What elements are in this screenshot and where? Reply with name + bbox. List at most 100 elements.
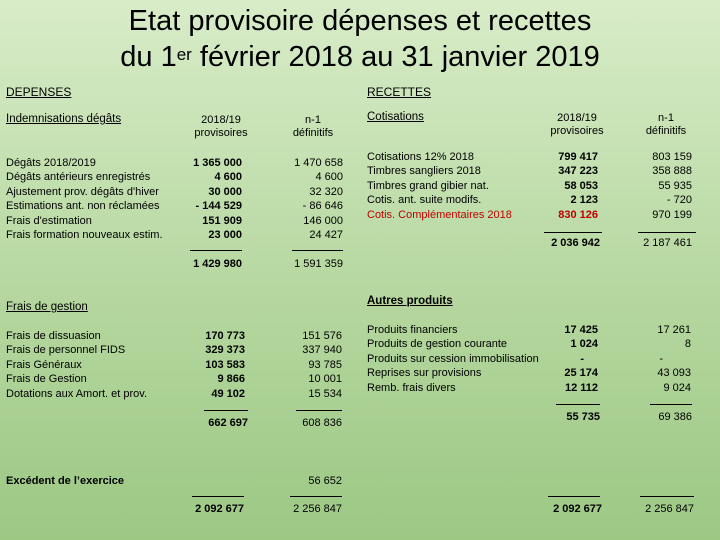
recettes-col1-header-line2: provisoires xyxy=(550,125,604,137)
title-prefix: du 1 xyxy=(120,41,177,73)
subtotal-rule xyxy=(650,404,692,405)
cell-value: 1 470 658 xyxy=(294,157,343,169)
cell-value: 170 773 xyxy=(205,330,245,342)
total-rule xyxy=(548,496,600,497)
depenses-heading: DEPENSES xyxy=(6,85,72,99)
cell-value: 24 427 xyxy=(309,229,343,242)
recettes-col2-header-line1: n-1 xyxy=(658,112,674,124)
list-item: Cotisations 12% 2018 xyxy=(367,151,475,163)
cell-value: 830 126 xyxy=(558,208,598,221)
total-rule xyxy=(192,496,244,497)
subtotal-rule xyxy=(190,250,242,251)
list-item: Estimations ant. non réclamées xyxy=(6,200,160,213)
list-item: Remb. frais divers xyxy=(367,381,456,394)
recettes-grand-total-2: 2 256 847 xyxy=(645,503,694,515)
list-item: Cotis. ant. suite modifs. xyxy=(367,194,482,207)
cell-value: 58 053 xyxy=(564,179,598,192)
autres-produits-heading: Autres produits xyxy=(367,295,453,307)
subtotal-rule xyxy=(556,404,600,405)
autres-labels: Produits financiers Produits de gestion … xyxy=(367,323,539,395)
cell-value: 337 940 xyxy=(302,344,342,357)
depenses-col2-header: n-1 définitifs xyxy=(278,114,348,140)
recettes-col1-header-line1: 2018/19 xyxy=(557,112,597,124)
depenses-col1-header-line1: 2018/19 xyxy=(201,114,241,126)
indemnisations-labels: Dégâts 2018/2019 Dégâts antérieurs enreg… xyxy=(6,156,163,242)
gestion-total-1: 662 697 xyxy=(208,417,248,429)
cell-value: - 86 646 xyxy=(302,200,343,213)
cell-value: 15 534 xyxy=(308,387,342,400)
cell-value: 23 000 xyxy=(208,229,242,242)
cell-value: 32 320 xyxy=(309,185,343,198)
total-rule xyxy=(290,496,342,497)
list-item: Timbres sangliers 2018 xyxy=(367,165,481,178)
list-item: Cotis. Complémentaires 2018 xyxy=(367,208,512,221)
list-item: Ajustement prov. dégâts d'hiver xyxy=(6,185,159,198)
cell-value: 4 600 xyxy=(214,171,242,184)
list-item: Dégâts 2018/2019 xyxy=(6,157,96,169)
page-title-line2: du 1er février 2018 au 31 janvier 2019 xyxy=(0,40,720,74)
cell-value: 10 001 xyxy=(308,373,342,386)
cell-value: 151 576 xyxy=(302,330,342,342)
cell-value: 9 866 xyxy=(217,373,245,386)
cotisations-col2-values: 803 159 358 888 55 935 - 720 970 199 xyxy=(630,150,692,222)
indemnisations-col2-values: 1 470 658 4 600 32 320 - 86 646 146 000 … xyxy=(280,156,343,242)
list-item: Frais de personnel FIDS xyxy=(6,344,126,357)
list-item: Frais de Gestion xyxy=(6,373,87,386)
indemnisations-total-2: 1 591 359 xyxy=(294,258,343,270)
depenses-grand-total-2: 2 256 847 xyxy=(293,503,342,515)
depenses-col2-header-line1: n-1 xyxy=(305,114,321,126)
indemnisations-col1-values: 1 365 000 4 600 30 000 - 144 529 151 909… xyxy=(180,156,242,242)
cell-value: 151 909 xyxy=(202,214,242,227)
recettes-heading: RECETTES xyxy=(367,85,432,99)
cell-value: 43 093 xyxy=(657,367,691,380)
gestion-col1-values: 170 773 329 373 103 583 9 866 49 102 xyxy=(180,329,245,401)
cell-value: 347 223 xyxy=(558,165,598,178)
cell-value: 803 159 xyxy=(652,151,692,163)
list-item: Frais de dissuasion xyxy=(6,330,101,342)
depenses-col1-header-line2: provisoires xyxy=(194,127,248,139)
depenses-col1-header: 2018/19 provisoires xyxy=(180,114,262,140)
recettes-col2-header: n-1 définitifs xyxy=(630,112,702,138)
list-item: Frais d'estimation xyxy=(6,214,92,227)
cell-value: 17 425 xyxy=(564,324,598,336)
subtotal-rule xyxy=(638,232,696,233)
recettes-col1-header: 2018/19 provisoires xyxy=(535,112,619,138)
indemnisations-heading: Indemnisations dégâts xyxy=(6,113,122,125)
list-item: Reprises sur provisions xyxy=(367,367,482,380)
subtotal-rule xyxy=(204,410,248,411)
cotisations-col1-values: 799 417 347 223 58 053 2 123 830 126 xyxy=(540,150,598,222)
cell-value: 799 417 xyxy=(558,151,598,163)
cotisations-labels: Cotisations 12% 2018 Timbres sangliers 2… xyxy=(367,150,512,222)
list-item: Produits sur cession immobilisation xyxy=(367,352,539,365)
depenses-col2-header-line2: définitifs xyxy=(292,127,334,139)
gestion-total-2: 608 836 xyxy=(302,417,342,429)
gestion-labels: Frais de dissuasion Frais de personnel F… xyxy=(6,329,147,401)
recettes-col2-header-line2: définitifs xyxy=(645,125,687,137)
autres-col1-values: 17 425 1 024 - 25 174 12 112 xyxy=(540,323,598,395)
list-item: Produits financiers xyxy=(367,324,458,336)
depenses-grand-total-1: 2 092 677 xyxy=(195,503,244,515)
title-suffix: février 2018 au 31 janvier 2019 xyxy=(191,41,600,73)
cell-value: 49 102 xyxy=(211,387,245,400)
recettes-grand-total-1: 2 092 677 xyxy=(553,503,602,515)
list-item: Frais formation nouveaux estim. xyxy=(6,229,163,242)
subtotal-rule xyxy=(296,410,342,411)
cell-value: 970 199 xyxy=(652,208,692,221)
gestion-col2-values: 151 576 337 940 93 785 10 001 15 534 xyxy=(280,329,342,401)
autres-col2-values: 17 261 8 - 43 093 9 024 xyxy=(630,323,691,395)
list-item: Dotations aux Amort. et prov. xyxy=(6,387,148,400)
cell-value: 12 112 xyxy=(564,381,598,394)
cell-value: - xyxy=(659,352,663,365)
cell-value: 9 024 xyxy=(663,381,691,394)
subtotal-rule xyxy=(544,232,602,233)
page-title-line1: Etat provisoire dépenses et recettes xyxy=(128,5,592,37)
title-superscript: er xyxy=(176,45,192,64)
autres-total-1: 55 735 xyxy=(566,411,600,423)
cell-value: - 144 529 xyxy=(195,200,242,213)
cotisations-total-2: 2 187 461 xyxy=(643,237,692,249)
cell-value: 1 024 xyxy=(570,338,598,351)
cell-value: 25 174 xyxy=(564,367,598,380)
cotisations-total-1: 2 036 942 xyxy=(551,237,600,249)
cell-value: 4 600 xyxy=(315,171,343,184)
autres-total-2: 69 386 xyxy=(658,411,692,423)
